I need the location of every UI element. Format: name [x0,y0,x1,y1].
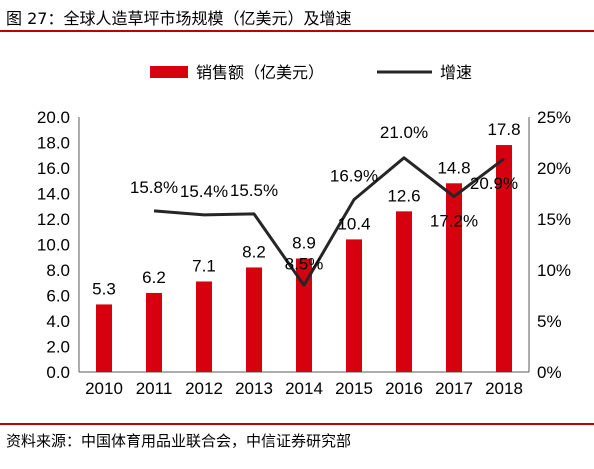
bar [96,304,112,372]
legend: 销售额（亿美元） 增速 [150,64,472,82]
bar-data-label: 5.3 [92,279,116,298]
bar-data-label: 6.2 [142,268,166,287]
bottom-rule [0,423,594,425]
x-tick-label: 2017 [435,379,473,398]
x-tick-label: 2016 [385,379,423,398]
left-tick-label: 16.0 [37,159,70,178]
chart: 销售额（亿美元） 增速 0.0 2.0 4.0 6.0 8.0 10.0 12.0 14.0 1… [37,64,571,398]
right-tick-label: 25% [537,108,571,127]
left-tick-label: 20.0 [37,108,70,127]
line-data-label: 15.8% [130,178,178,197]
bar-data-label: 10.4 [337,214,370,233]
bar-series [96,145,512,372]
left-tick-label: 8.0 [46,261,70,280]
growth-line [153,156,505,287]
left-tick-label: 6.0 [46,287,70,306]
bar-data-label: 8.9 [292,234,316,253]
top-rule [0,30,594,32]
line-data-label: 20.9% [470,174,518,193]
figure-header: 图 27：全球人造草坪市场规模（亿美元）及增速 [0,0,594,30]
left-tick-label: 2.0 [46,338,70,357]
x-tick-label: 2018 [485,379,523,398]
legend-swatch-sales [150,66,188,78]
bar-data-label: 7.1 [192,256,216,275]
bar [246,267,262,372]
bar-data-label: 12.6 [387,186,420,205]
left-tick-label: 12.0 [37,210,70,229]
right-tick-label: 15% [537,210,571,229]
line-data-label: 17.2% [430,212,478,231]
line-series [153,156,505,287]
line-data-label: 16.9% [330,167,378,186]
legend-label-growth: 增速 [440,64,472,82]
bar [296,258,312,372]
bar [446,183,462,372]
x-axis-ticks: 2010 2011 2012 2013 2014 2015 2016 2017 2018 [85,379,523,398]
right-tick-label: 20% [537,159,571,178]
x-tick-label: 2014 [285,379,323,398]
bar-data-label: 14.8 [437,158,470,177]
bar [196,281,212,372]
left-tick-label: 18.0 [37,134,70,153]
right-tick-label: 0% [537,363,562,382]
bar-data-label: 8.2 [242,242,266,261]
x-tick-label: 2010 [85,379,123,398]
left-tick-label: 14.0 [37,185,70,204]
line-data-label: 15.4% [180,182,228,201]
bar [396,211,412,372]
x-tick-label: 2012 [185,379,223,398]
left-tick-label: 10.0 [37,236,70,255]
line-data-label: 8.5% [285,254,324,273]
line-data-labels: 15.8% 15.4% 15.5% 8.5% 16.9% 21.0% 17.2% 20.9% [130,123,518,273]
x-tick-label: 2015 [335,379,373,398]
left-tick-label: 4.0 [46,312,70,331]
bar [146,292,162,372]
x-tick-label: 2011 [136,379,173,398]
line-data-label: 15.5% [230,181,278,200]
bar [496,145,512,372]
source-note: 资料来源：中国体育用品业联合会，中信证券研究部 [6,432,352,450]
left-tick-label: 0.0 [46,363,70,382]
line-data-label: 21.0% [380,123,428,142]
bar [346,239,362,372]
legend-label-sales: 销售额（亿美元） [196,64,324,82]
right-tick-label: 10% [537,261,571,280]
left-axis-ticks: 0.0 2.0 4.0 6.0 8.0 10.0 12.0 14.0 16.0 18.0 20.0 [37,108,70,382]
bar-data-label: 17.8 [487,120,520,139]
right-axis-ticks: 0% 5% 10% 15% 20% 25% [537,108,571,382]
figure-title: 图 27：全球人造草坪市场规模（亿美元）及增速 [6,9,352,28]
right-tick-label: 5% [537,312,562,331]
bar-data-labels: 5.3 6.2 7.1 8.2 8.9 10.4 12.6 14.8 17.8 [92,120,520,298]
x-tick-label: 2013 [235,379,273,398]
